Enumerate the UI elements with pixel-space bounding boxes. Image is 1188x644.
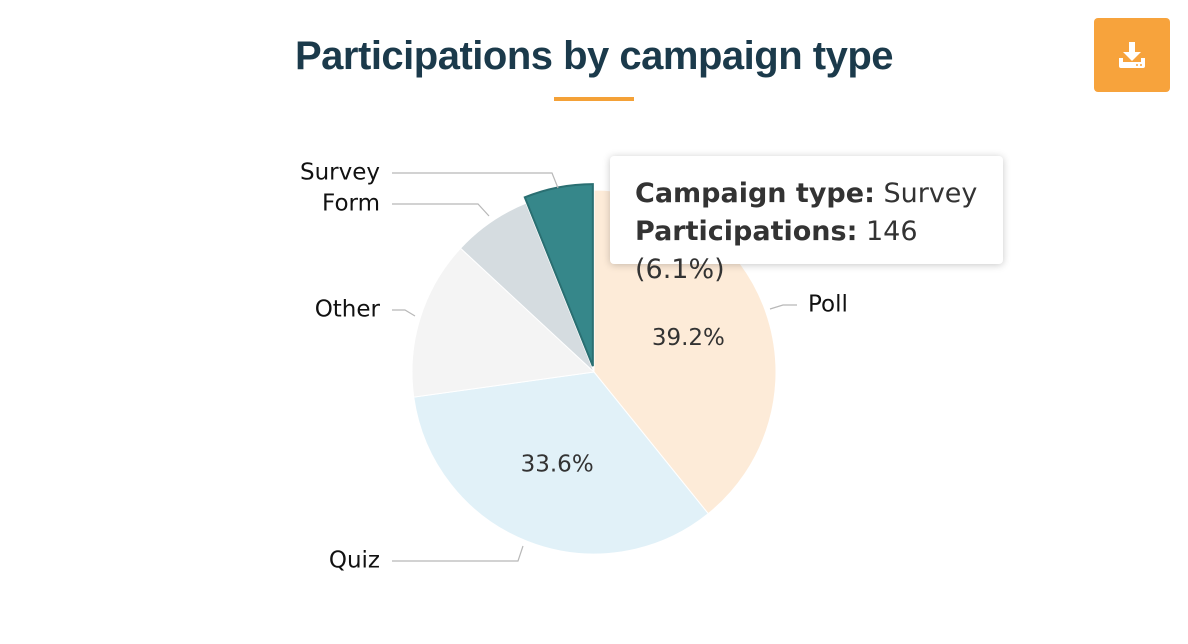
tooltip-label-campaign-type: Campaign type:: [635, 178, 875, 209]
connector-survey: [392, 172, 559, 189]
download-button[interactable]: [1094, 18, 1170, 92]
connector-form: [392, 203, 490, 217]
tooltip-value-participations: 146 (6.1%): [635, 216, 918, 285]
chart-title: Participations by campaign type: [295, 34, 894, 78]
pie-slice-quiz[interactable]: [413, 371, 709, 555]
data-label-poll: 39.2%: [652, 325, 725, 351]
tooltip-value-campaign-type: Survey: [883, 178, 978, 209]
connector-quiz: [392, 545, 524, 562]
category-label-form: Form: [322, 191, 380, 217]
category-label-other: Other: [315, 297, 381, 323]
connector-poll: [769, 304, 797, 310]
download-icon: [1119, 42, 1145, 68]
chart-tooltip: Campaign type: Survey Participations: 14…: [610, 156, 1003, 285]
pie-slice-other[interactable]: [411, 247, 596, 398]
data-label-quiz: 33.6%: [521, 452, 594, 478]
tooltip-label-participations: Participations:: [635, 216, 858, 247]
category-label-survey: Survey: [300, 160, 380, 186]
connector-other: [392, 309, 416, 317]
title-underline: [554, 97, 634, 101]
category-label-poll: Poll: [808, 292, 848, 318]
pie-slice-form[interactable]: [459, 202, 595, 373]
category-label-quiz: Quiz: [329, 548, 380, 574]
